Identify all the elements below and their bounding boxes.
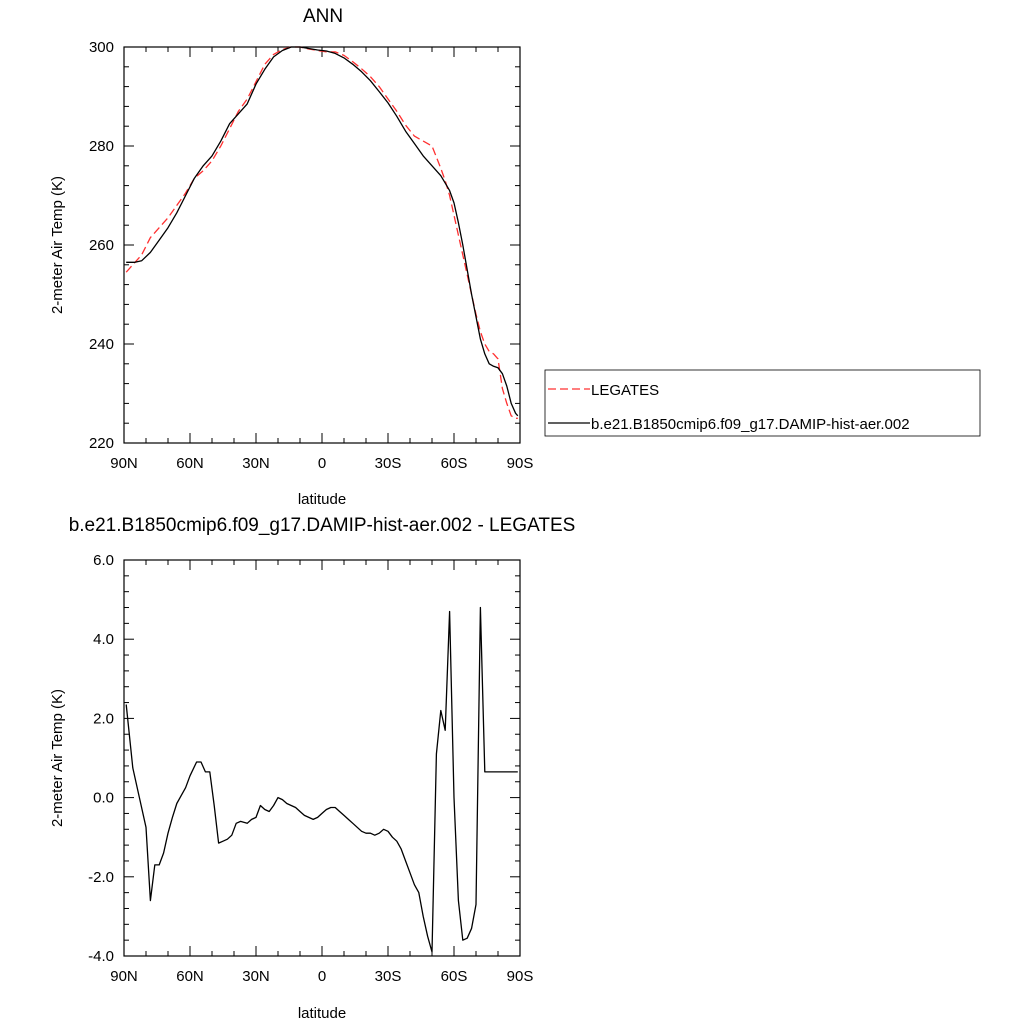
- legend: LEGATES b.e21.B1850cmip6.f09_g17.DAMIP-h…: [544, 369, 981, 437]
- bottom-x-tick-label: 30N: [242, 968, 270, 985]
- legend-box: [544, 369, 981, 437]
- top-x-tick-label: 30S: [375, 455, 402, 472]
- legend-label-model: b.e21.B1850cmip6.f09_g17.DAMIP-hist-aer.…: [591, 416, 910, 433]
- top-y-tick-label: 280: [89, 138, 114, 155]
- top-x-tick-label: 60S: [441, 455, 468, 472]
- bottom-plot-frame: [123, 559, 521, 957]
- top-x-tick-label: 30N: [242, 455, 270, 472]
- legend-label-legates: LEGATES: [591, 382, 659, 399]
- bottom-y-tick-label: -2.0: [88, 869, 114, 886]
- top-x-tick-label: 90N: [110, 455, 138, 472]
- bottom-panel: b.e21.B1850cmip6.f09_g17.DAMIP-hist-aer.…: [49, 515, 575, 1022]
- bottom-chart-title: b.e21.B1850cmip6.f09_g17.DAMIP-hist-aer.…: [69, 515, 576, 536]
- bottom-x-tick-label: 30S: [375, 968, 402, 985]
- bottom-x-tick-label: 60N: [176, 968, 204, 985]
- top-x-axis-label: latitude: [298, 491, 346, 508]
- bottom-y-tick-label: 0.0: [93, 790, 114, 807]
- bottom-x-tick-label: 60S: [441, 968, 468, 985]
- bottom-x-tick-label: 90N: [110, 968, 138, 985]
- top-chart-title: ANN: [303, 6, 343, 27]
- top-series-line-0: [125, 46, 518, 419]
- bottom-y-tick-label: 6.0: [93, 552, 114, 569]
- bottom-series-group: [125, 606, 518, 953]
- bottom-x-tick-label: 90S: [507, 968, 534, 985]
- bottom-y-axis-label: 2-meter Air Temp (K): [49, 689, 66, 827]
- bottom-y-tick-label: -4.0: [88, 948, 114, 965]
- bottom-x-tick-label: 0: [318, 968, 326, 985]
- top-y-axis-label: 2-meter Air Temp (K): [49, 176, 66, 314]
- top-x-tick-label: 0: [318, 455, 326, 472]
- bottom-axis-ticks: 90N 60N 30N 0 30S 60S 90S -4.0 -2.0 0.0 2.0 4.0 6.0: [88, 552, 533, 985]
- top-x-tick-label: 60N: [176, 455, 204, 472]
- bottom-y-tick-label: 4.0: [93, 631, 114, 648]
- bottom-y-tick-label: 2.0: [93, 710, 114, 727]
- top-y-tick-label: 300: [89, 39, 114, 56]
- top-y-tick-label: 220: [89, 435, 114, 452]
- top-axis-ticks: 90N 60N 30N 0 30S 60S 90S 220 240 260 280 300: [89, 39, 533, 472]
- bottom-x-axis-label: latitude: [298, 1005, 346, 1022]
- top-y-tick-label: 240: [89, 336, 114, 353]
- top-series-group: [125, 46, 519, 419]
- bottom-series-line-0: [125, 606, 518, 953]
- top-series-line-1: [126, 46, 519, 417]
- top-panel: ANN 90N 60N 30N 0 30S 60S 90S 220 240 260 280 300 l…: [49, 6, 533, 508]
- top-x-tick-label: 90S: [507, 455, 534, 472]
- top-y-tick-label: 260: [89, 237, 114, 254]
